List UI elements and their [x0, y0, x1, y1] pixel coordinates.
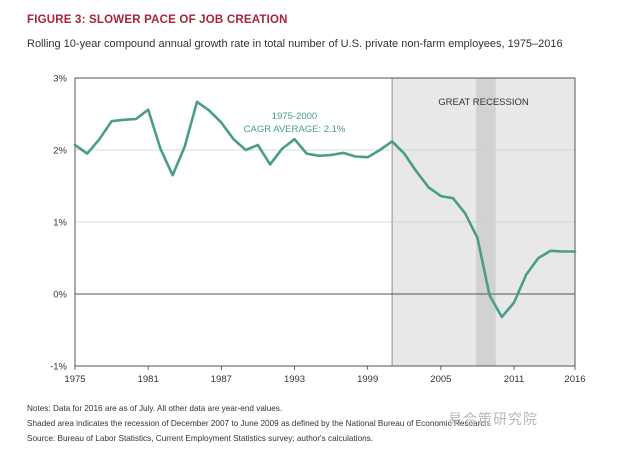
annotation-cagr-average: CAGR AVERAGE: 2.1% [244, 124, 346, 135]
data-point [183, 145, 186, 148]
data-point [378, 149, 381, 151]
data-point [293, 138, 296, 141]
note-shaded-area: Shaded area indicates the recession of D… [27, 419, 492, 428]
data-point [427, 186, 430, 189]
data-point [122, 118, 125, 121]
data-point [98, 138, 101, 141]
data-point [147, 108, 150, 111]
y-tick-label: 2% [53, 146, 67, 157]
data-point [86, 152, 89, 155]
data-point [281, 147, 284, 150]
series-line-rolling-cagr [73, 100, 577, 319]
note-source: Source: Bureau of Labor Statistics, Curr… [27, 434, 374, 443]
x-tick-label: 1999 [357, 374, 378, 385]
data-point [232, 138, 235, 141]
y-tick-label: 0% [53, 290, 67, 301]
y-axis-ticks: 3% 2% 1% 0% -1% [50, 74, 67, 373]
plot-frame [74, 77, 576, 367]
data-point [110, 120, 113, 123]
data-point [537, 257, 540, 259]
x-axis-ticks: 1975 1981 1987 1993 1999 2005 2011 2016 [64, 366, 586, 385]
series-lines [73, 100, 577, 319]
data-point [513, 301, 515, 304]
data-point [171, 174, 174, 177]
x-tick-label: 2016 [564, 374, 585, 385]
x-tick-label: 1981 [138, 374, 159, 385]
data-point [135, 118, 137, 120]
data-point [208, 109, 211, 112]
data-point [305, 152, 308, 155]
x-tick-label: 1993 [284, 374, 305, 385]
data-point [500, 316, 503, 318]
figure-subtitle: Rolling 10-year compound annual growth r… [27, 38, 563, 50]
note-data: Notes: Data for 2016 are as of July. All… [27, 404, 283, 413]
notes-block: Notes: Data for 2016 are as of July. All… [27, 401, 491, 446]
data-point [415, 170, 418, 173]
data-point [74, 144, 76, 146]
data-point [220, 121, 223, 124]
data-point [366, 156, 369, 159]
data-point [439, 195, 442, 197]
data-point [464, 212, 467, 215]
data-point [330, 154, 332, 156]
plot-border [74, 77, 576, 367]
data-point [403, 152, 406, 155]
data-point [561, 250, 564, 253]
y-tick-label: -1% [50, 362, 67, 373]
data-point [342, 151, 345, 154]
data-point [574, 250, 576, 253]
chart-annotations: GREAT RECESSION 1975-2000 CAGR AVERAGE: 2.… [244, 97, 529, 135]
watermark-text: 易合策研究院 [448, 412, 538, 428]
data-point [549, 249, 552, 252]
data-point [391, 140, 393, 143]
data-point [196, 100, 198, 103]
data-point [244, 149, 247, 151]
figure-title: FIGURE 3: SLOWER PACE OF JOB CREATION [27, 14, 288, 26]
great-recession-label: GREAT RECESSION [438, 97, 529, 108]
data-point [476, 236, 479, 239]
annotation-period: 1975-2000 [272, 111, 317, 122]
x-tick-label: 1987 [211, 374, 232, 385]
x-tick-label: 2005 [430, 374, 451, 385]
data-point [257, 144, 259, 146]
data-point [269, 163, 272, 166]
data-point [452, 197, 454, 200]
y-tick-label: 1% [53, 218, 67, 229]
x-tick-label: 1975 [64, 374, 85, 385]
data-point [488, 294, 491, 297]
x-tick-label: 2011 [504, 374, 524, 385]
data-point [159, 147, 162, 150]
data-point [525, 273, 528, 276]
y-tick-label: 3% [53, 74, 67, 85]
data-point [318, 154, 320, 157]
data-point [354, 155, 357, 158]
